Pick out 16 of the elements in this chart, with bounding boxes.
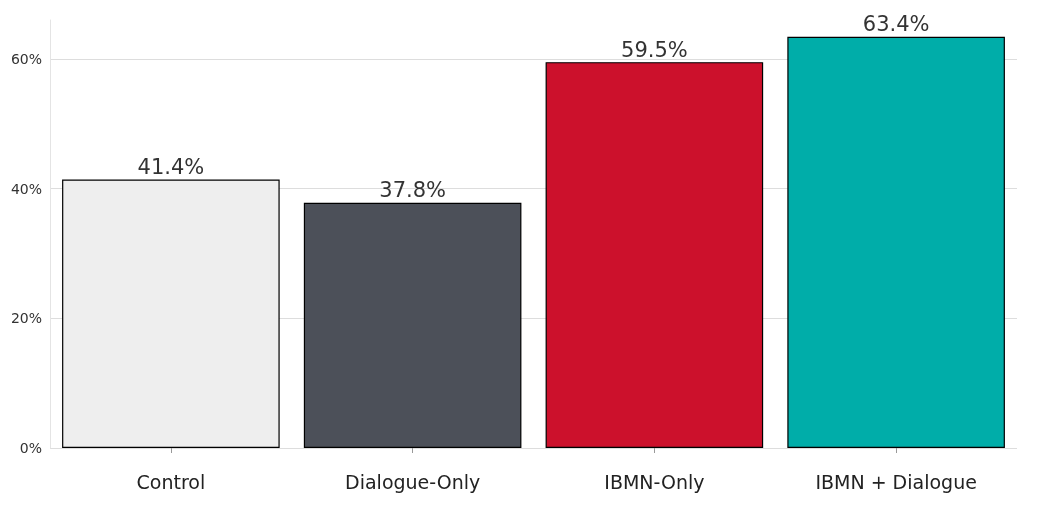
y-tick-label: 40%	[10, 180, 42, 197]
x-tick-label: IBMN + Dialogue	[815, 470, 977, 493]
bar	[62, 179, 280, 448]
y-tick-label: 60%	[10, 50, 42, 67]
bar	[303, 202, 522, 448]
x-tick-label: Control	[136, 470, 206, 493]
bar	[787, 36, 1005, 448]
bar	[545, 62, 764, 448]
data-label: 63.4%	[862, 12, 930, 37]
x-tick-label: IBMN-Only	[604, 470, 705, 493]
y-tick-label: 0%	[19, 440, 42, 456]
data-label: 41.4%	[137, 155, 205, 180]
data-label: 37.8%	[379, 178, 446, 203]
y-tick-label: 20%	[10, 310, 42, 327]
data-label: 59.5%	[621, 37, 688, 62]
x-tick-label: Dialogue-Only	[345, 470, 481, 493]
